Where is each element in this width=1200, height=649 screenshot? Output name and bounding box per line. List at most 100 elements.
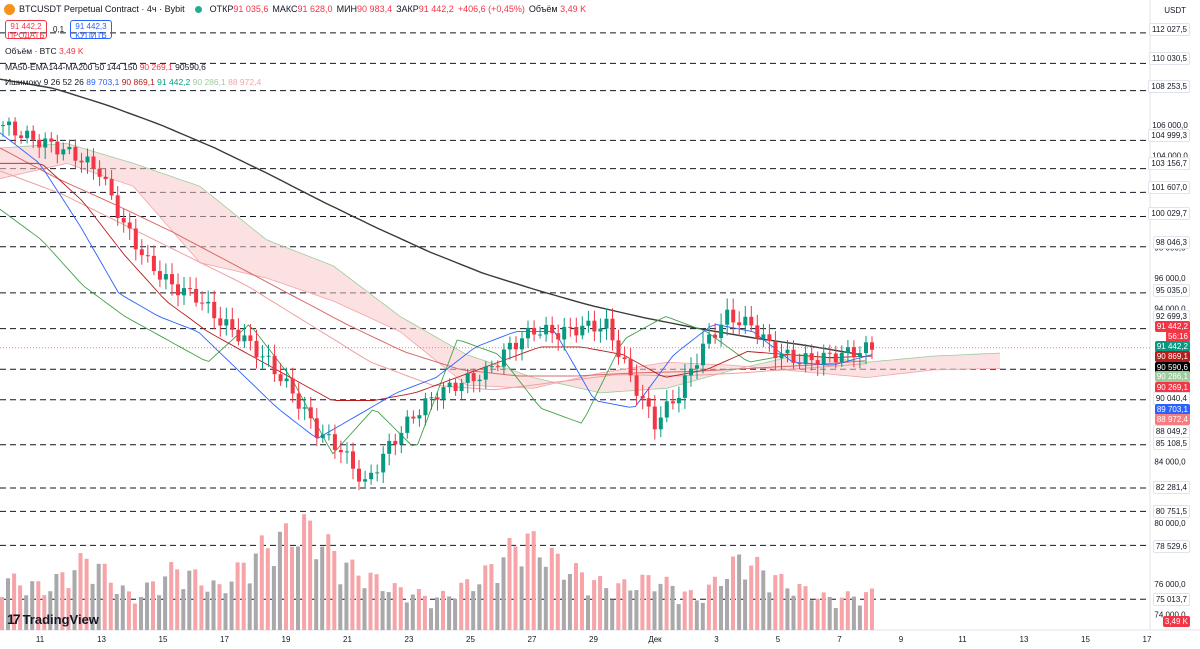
volume-bar — [205, 591, 210, 630]
candle-body — [314, 418, 319, 438]
candle-body — [514, 342, 518, 350]
candle-body — [574, 327, 579, 336]
volume-bar — [163, 576, 168, 630]
volume-bar — [640, 574, 645, 630]
candle-body — [79, 160, 84, 163]
bitcoin-icon — [4, 3, 15, 15]
candle-body — [230, 319, 235, 330]
candle-body — [501, 349, 506, 367]
volume-bar — [561, 579, 566, 630]
candle-body — [163, 274, 168, 280]
candle-body — [139, 249, 144, 256]
ma-indicator-legend[interactable]: MA50-EMA144-MA200 50 144 150 90 269,1 90… — [5, 62, 206, 72]
volume-bar — [120, 585, 125, 630]
candle-body — [670, 401, 675, 404]
ma200-line — [0, 78, 861, 356]
price-axis-label: 80 751,5 — [1152, 505, 1190, 518]
volume-bar — [241, 562, 246, 630]
candle-body — [320, 434, 325, 438]
volume-bar — [537, 557, 542, 630]
volume-bar — [549, 547, 554, 630]
symbol-header: BTCUSDT Perpetual Contract · 4ч · Bybit … — [4, 2, 586, 16]
candle-body — [664, 401, 669, 418]
tradingview-icon: 17 — [7, 611, 21, 627]
candle-body — [290, 378, 295, 394]
volume-bar — [719, 586, 723, 630]
candle-body — [7, 121, 11, 126]
candle-body — [25, 130, 30, 139]
candle-body — [821, 352, 826, 365]
candle-body — [538, 334, 543, 336]
candle-body — [218, 318, 223, 326]
sell-button[interactable]: 91 442,2 ПРОДАТЬ — [5, 20, 47, 40]
y-tick-label: 106 000,0 — [1152, 121, 1188, 130]
candle-body — [260, 356, 265, 358]
price-axis-label: 104 999,3 — [1148, 129, 1190, 142]
x-tick-label: 17 — [220, 635, 229, 644]
buy-button[interactable]: 91 442,3 КУПИТЬ — [70, 20, 112, 40]
volume-bar — [513, 546, 518, 630]
candle-body — [411, 416, 416, 419]
candle-body — [242, 335, 247, 342]
volume-bar — [845, 591, 850, 630]
candle-body — [568, 326, 573, 328]
volume-bar — [870, 588, 874, 630]
volume-bar — [90, 583, 95, 630]
volume-bar — [543, 566, 548, 630]
candle-body — [1, 125, 5, 127]
volume-bar — [211, 580, 216, 630]
volume-bar — [598, 576, 603, 630]
volume-bar — [271, 566, 276, 630]
candle-body — [73, 146, 78, 161]
candle-body — [19, 135, 24, 138]
price-axis-label: 89 703,1 — [1154, 404, 1190, 415]
candle-body — [507, 342, 512, 350]
volume-bar — [779, 573, 784, 630]
symbol-title[interactable]: BTCUSDT Perpetual Contract · 4ч · Bybit — [19, 4, 185, 14]
volume-bar — [652, 591, 657, 630]
candle-body — [157, 271, 162, 280]
volume-bar — [332, 551, 337, 630]
volume-bar — [296, 546, 300, 630]
volume-bar — [356, 575, 361, 630]
volume-bar — [48, 591, 53, 630]
candle-body — [224, 319, 229, 326]
volume-bar — [761, 570, 766, 630]
volume-bar — [586, 595, 590, 630]
volume-bar — [253, 553, 258, 630]
ma50-line — [0, 170, 866, 391]
candle-body — [405, 416, 410, 433]
volume-bar — [169, 562, 174, 630]
candle-body — [423, 398, 428, 416]
volume-bar — [604, 588, 609, 630]
candle-body — [182, 288, 186, 296]
candle-body — [550, 324, 555, 334]
volume-indicator-legend[interactable]: Объём · BTC 3,49 K — [5, 46, 84, 56]
candle-body — [266, 355, 271, 357]
volume-bar — [815, 598, 820, 630]
candle-body — [435, 397, 440, 400]
volume-bar — [12, 573, 17, 630]
candle-body — [429, 397, 434, 399]
currency-label[interactable]: USDT — [1164, 6, 1186, 15]
candle-body — [127, 222, 132, 229]
ichimoku-cloud — [0, 143, 1000, 393]
ichimoku-indicator-legend[interactable]: Ишимоку 9 26 52 26 89 703,1 90 869,1 91 … — [5, 77, 262, 87]
candle-body — [719, 324, 724, 338]
volume-bar — [459, 582, 464, 630]
x-tick-label: 27 — [528, 635, 537, 644]
candle-body — [652, 406, 657, 430]
candle-body — [296, 393, 301, 409]
candle-body — [586, 320, 591, 326]
candle-body — [731, 309, 736, 323]
candle-body — [616, 340, 621, 358]
volume-bar — [864, 592, 868, 630]
volume-bar — [36, 581, 41, 630]
candle-body — [338, 449, 343, 453]
price-axis-label: 3,49 K — [1162, 616, 1190, 627]
candle-body — [743, 316, 748, 326]
ohlc-high: МАКС91 628,0 — [272, 4, 333, 14]
candle-body — [103, 176, 108, 180]
kijun-line — [0, 162, 873, 401]
